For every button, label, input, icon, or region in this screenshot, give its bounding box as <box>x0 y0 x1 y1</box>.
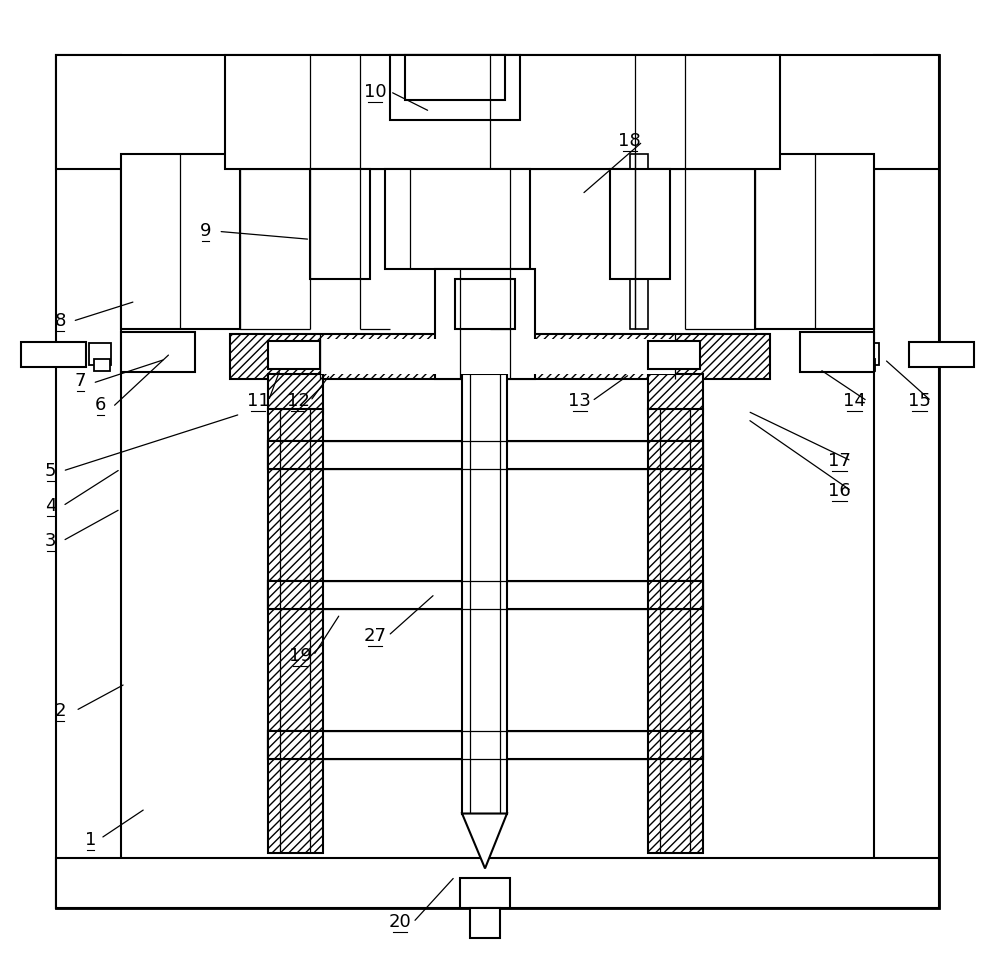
Bar <box>874 55 939 909</box>
Bar <box>121 155 240 329</box>
Text: 15: 15 <box>908 391 931 410</box>
Bar <box>648 342 700 370</box>
Bar <box>800 333 874 373</box>
Text: 10: 10 <box>364 82 386 101</box>
Bar <box>225 55 780 171</box>
Bar <box>230 335 770 380</box>
Bar <box>56 55 939 171</box>
Text: 2: 2 <box>55 701 66 719</box>
Bar <box>56 55 939 909</box>
Text: 11: 11 <box>247 391 270 410</box>
Text: 6: 6 <box>95 395 106 414</box>
Bar <box>455 280 515 329</box>
Bar <box>390 55 520 120</box>
Bar <box>268 731 703 759</box>
Bar <box>648 410 703 854</box>
Bar <box>320 340 675 375</box>
Bar <box>909 343 974 368</box>
Text: 9: 9 <box>200 222 211 240</box>
Text: 7: 7 <box>75 372 86 390</box>
Text: 27: 27 <box>364 626 387 644</box>
Bar <box>94 359 110 372</box>
Text: 17: 17 <box>828 452 851 470</box>
Text: 20: 20 <box>389 913 412 930</box>
Bar <box>56 55 121 909</box>
Text: 13: 13 <box>568 391 591 410</box>
Bar <box>268 731 323 759</box>
Bar <box>462 375 507 814</box>
Bar <box>268 442 703 470</box>
Text: 5: 5 <box>45 461 56 480</box>
Text: 16: 16 <box>828 482 851 499</box>
Text: 12: 12 <box>287 391 310 410</box>
Bar <box>268 375 323 415</box>
Bar <box>648 442 703 470</box>
Bar <box>268 342 320 370</box>
Bar <box>56 859 939 909</box>
Bar <box>630 155 648 329</box>
Text: 18: 18 <box>618 133 641 150</box>
Bar <box>648 375 703 415</box>
Bar <box>648 731 703 759</box>
Polygon shape <box>462 814 507 868</box>
Text: 19: 19 <box>289 646 312 664</box>
Text: 1: 1 <box>85 830 96 849</box>
Bar <box>121 333 195 373</box>
Bar <box>89 344 111 365</box>
Bar <box>435 270 535 380</box>
Bar <box>405 55 505 101</box>
Text: 14: 14 <box>843 391 866 410</box>
Bar <box>268 581 703 610</box>
Bar <box>610 171 670 280</box>
Bar <box>470 909 500 938</box>
Bar <box>460 879 510 909</box>
Bar <box>268 581 323 610</box>
Bar <box>21 343 86 368</box>
Bar <box>648 581 703 610</box>
Bar <box>268 442 323 470</box>
Text: 3: 3 <box>45 531 56 549</box>
Text: 4: 4 <box>45 496 56 515</box>
Bar <box>857 344 879 365</box>
Bar <box>268 410 323 854</box>
Bar <box>310 171 370 280</box>
Text: 8: 8 <box>55 312 66 329</box>
Bar <box>385 171 530 270</box>
Bar <box>755 155 874 329</box>
Bar <box>859 359 875 372</box>
